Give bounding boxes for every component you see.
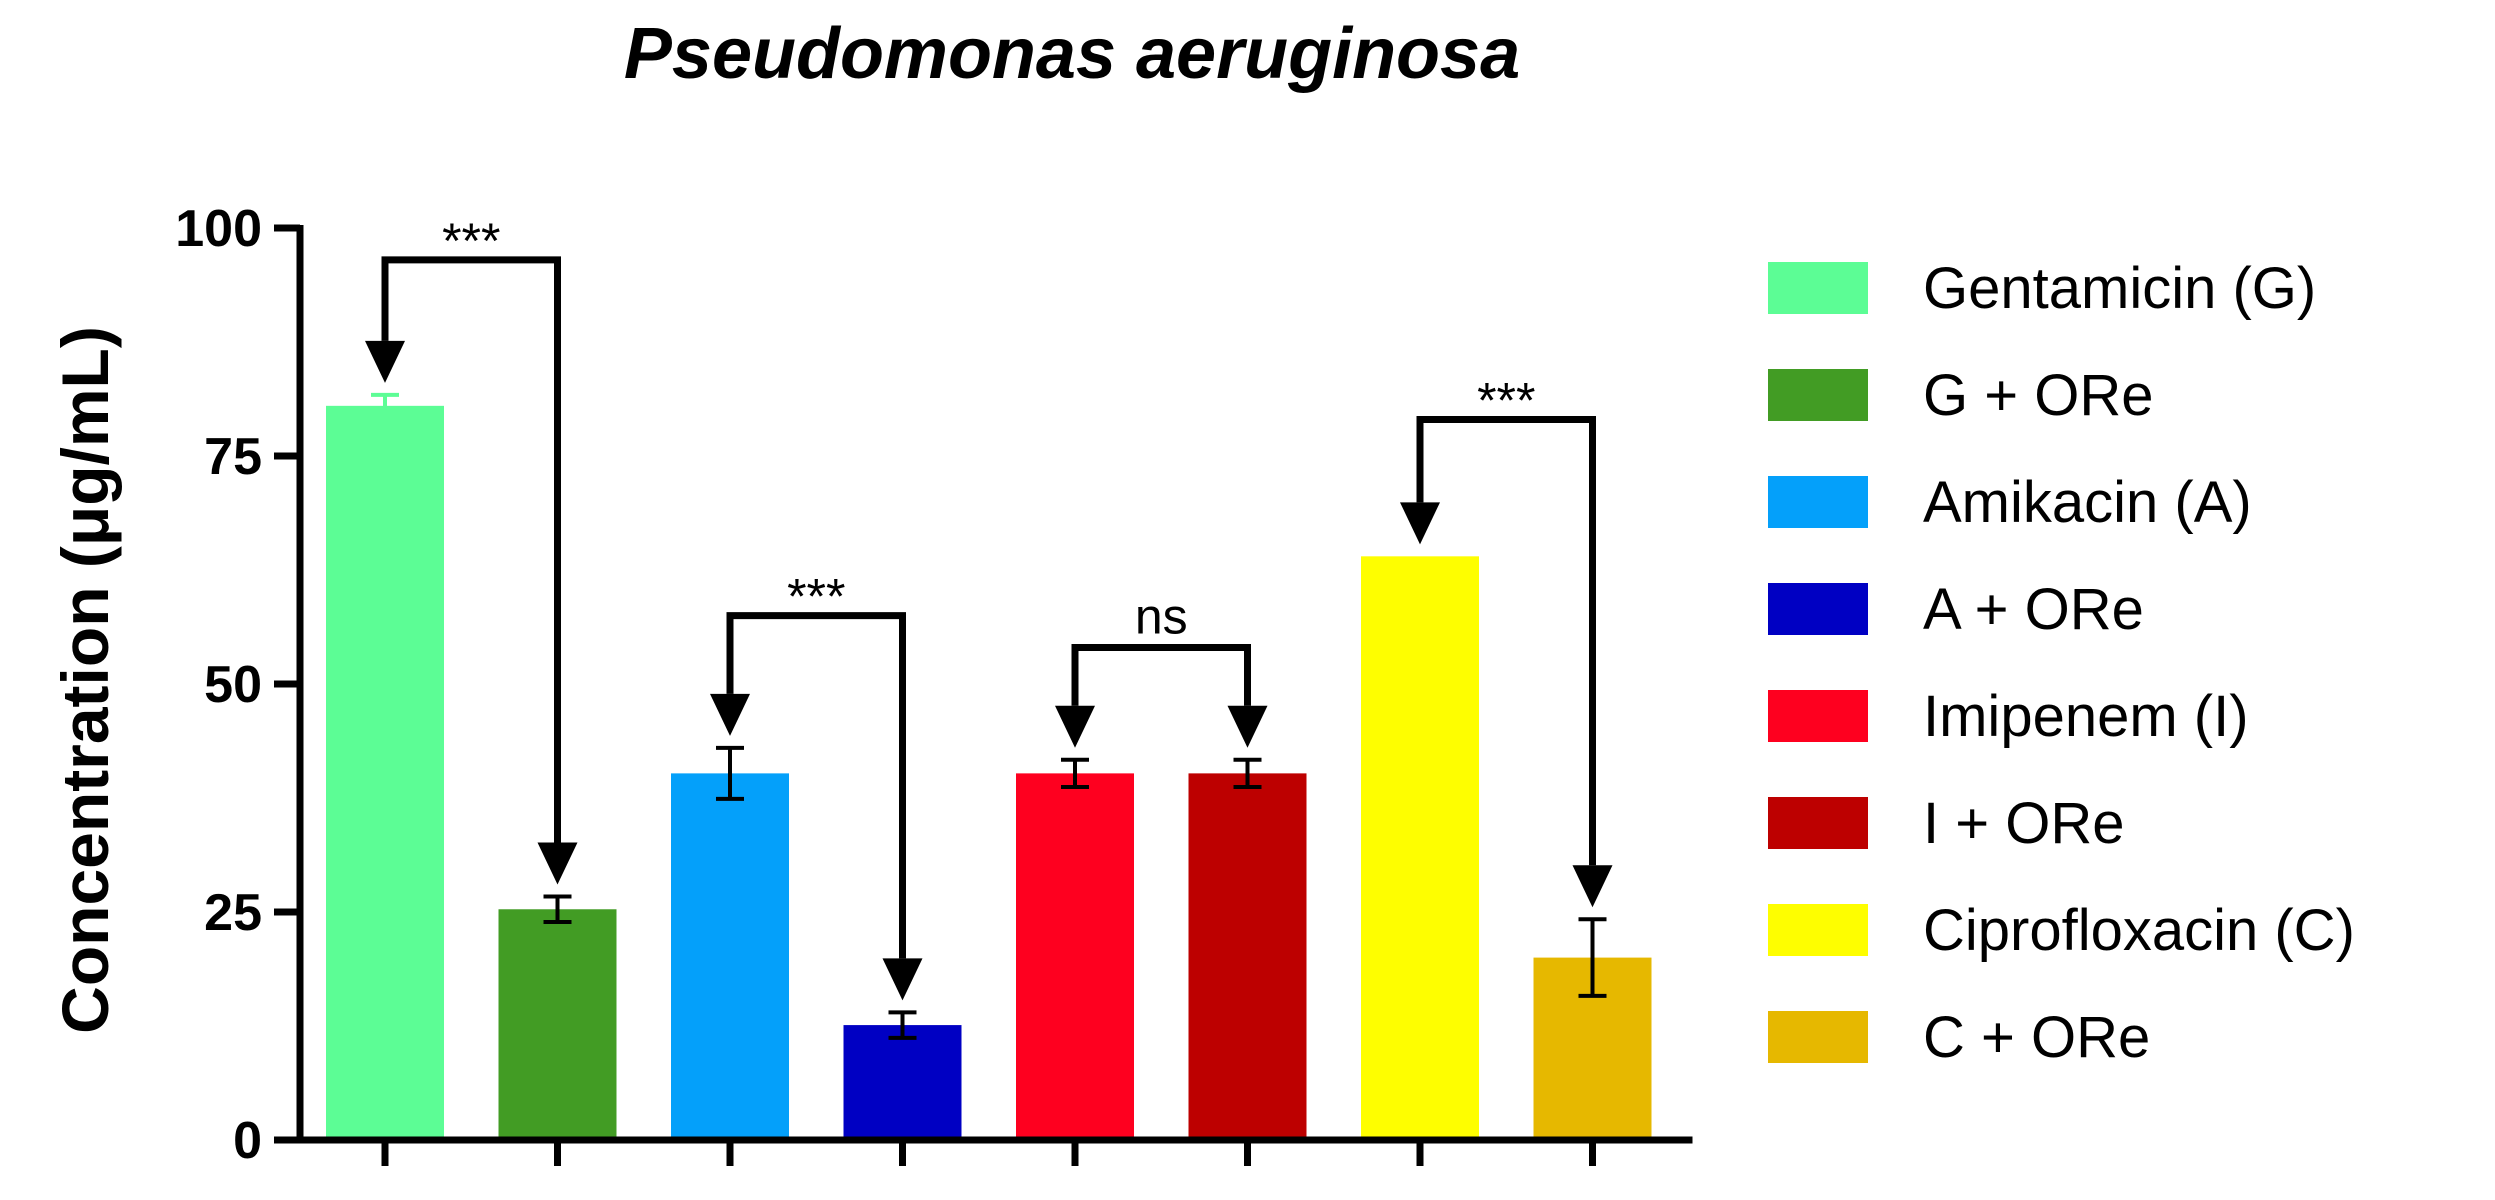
legend-swatch — [1768, 797, 1868, 849]
significance-bracket — [1071, 644, 1251, 706]
bar — [1188, 773, 1307, 1140]
legend-label: Ciprofloxacin (C) — [1923, 898, 2355, 963]
bar — [843, 1025, 962, 1140]
bar — [498, 909, 617, 1140]
chart-title: Pseudomonas aeruginosa — [624, 14, 1520, 94]
plot-area: 0 25 50 75 100 *** *** ns *** — [175, 200, 1693, 1170]
bar — [326, 405, 444, 1141]
legend-swatch — [1768, 904, 1868, 956]
legend-swatch — [1768, 369, 1868, 421]
arrow-head — [710, 693, 750, 736]
legend-label: Imipenem (I) — [1923, 684, 2249, 749]
bar — [671, 773, 789, 1140]
significance-label: *** — [442, 213, 500, 269]
significance-label: ns — [1135, 589, 1188, 645]
legend-swatch — [1768, 1011, 1868, 1063]
y-tick-label: 100 — [175, 200, 262, 258]
y-tick-label: 75 — [204, 428, 262, 486]
legend-label: C + ORe — [1923, 1005, 2150, 1070]
bar — [1361, 556, 1479, 1140]
arrow-head — [365, 340, 405, 383]
legend-label: A + ORe — [1923, 577, 2144, 642]
significance-bracket — [1416, 416, 1596, 866]
arrow-head — [882, 958, 923, 1001]
significance-bracket — [381, 256, 561, 843]
legend-swatch — [1768, 262, 1868, 314]
legend-label: Amikacin (A) — [1923, 470, 2252, 535]
legend-swatch — [1768, 690, 1868, 742]
y-tick-label: 0 — [233, 1112, 262, 1170]
legend-label: G + ORe — [1923, 363, 2153, 428]
arrow-head — [537, 842, 578, 885]
legend-swatch — [1768, 476, 1868, 528]
legend-swatch — [1768, 583, 1868, 635]
significance-label: *** — [787, 569, 845, 625]
legend: Gentamicin (G) G + ORe Amikacin (A) A + ORe… — [1768, 256, 2355, 1070]
legend-label: Gentamicin (G) — [1923, 256, 2316, 321]
y-tick-label: 25 — [204, 884, 262, 942]
arrow-head — [1572, 865, 1613, 908]
bar — [1016, 773, 1134, 1140]
y-axis-label: Concentration (μg/mL) — [48, 326, 122, 1034]
legend-label: I + ORe — [1923, 791, 2124, 856]
arrow-head — [1055, 705, 1095, 748]
y-tick-label: 50 — [204, 656, 262, 714]
arrow-head — [1400, 502, 1440, 545]
significance-bracket — [726, 612, 906, 959]
significance-label: *** — [1477, 373, 1535, 429]
arrow-head — [1227, 705, 1268, 748]
